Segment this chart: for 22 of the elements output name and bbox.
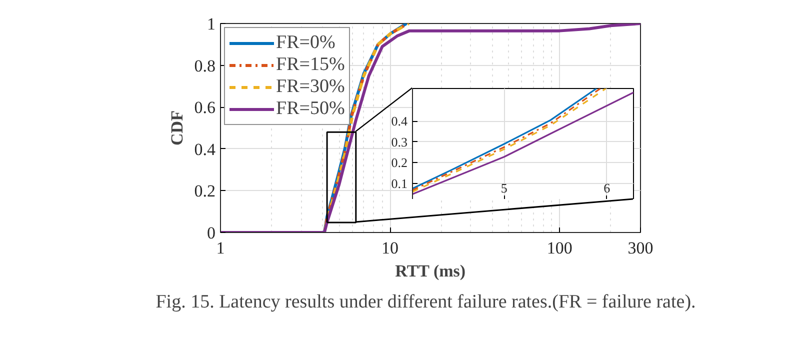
legend-label: FR=15% (276, 54, 345, 76)
y-tick-label: 0.1 (391, 176, 408, 191)
x-axis-title: RTT (ms) (395, 262, 466, 280)
caption: Fig. 15. Latency results under different failure rates.(FR = failure rate). (156, 292, 696, 312)
y-tick-label: 0.8 (194, 56, 216, 76)
x-tick-label: 5 (500, 180, 508, 196)
y-tick-label: 1 (207, 14, 216, 34)
y-tick-label: 0.2 (391, 155, 408, 170)
x-tick-label: 10 (382, 238, 399, 258)
y-tick-label: 0 (207, 224, 216, 242)
x-tick-label: 100 (546, 238, 572, 258)
x-tick-label: 300 (628, 238, 654, 258)
y-axis-title: CDF (167, 110, 186, 146)
x-tick-label: 6 (604, 180, 611, 196)
y-tick-label: 0.6 (194, 98, 216, 118)
legend-label: FR=0% (276, 32, 336, 54)
y-tick-label: 0.4 (391, 114, 408, 129)
y-tick-label: 0.4 (194, 140, 216, 159)
legend-label: FR=30% (276, 76, 345, 98)
y-tick-label: 0.2 (194, 182, 216, 201)
legend-label: FR=50% (276, 98, 345, 120)
y-tick-label: 0.3 (391, 134, 408, 150)
